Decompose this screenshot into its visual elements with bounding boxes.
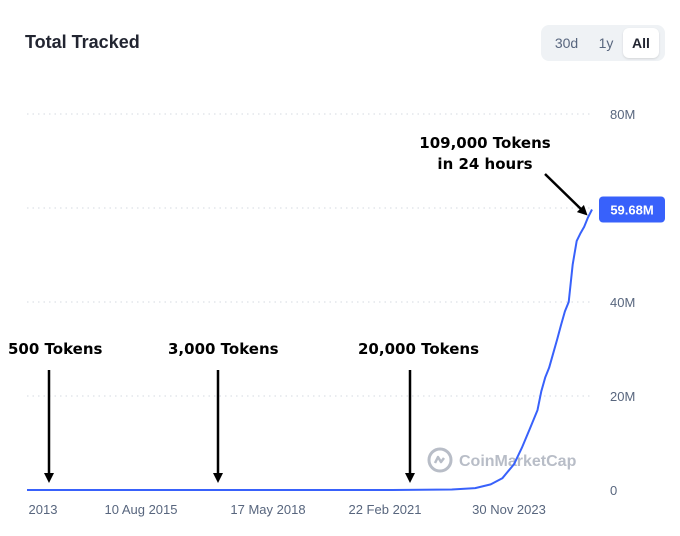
watermark: CoinMarketCap	[427, 447, 577, 473]
range-1y-button[interactable]: 1y	[598, 35, 614, 51]
range-all-button[interactable]: All	[623, 28, 659, 58]
annotation: 3,000 Tokens	[168, 340, 279, 483]
current-value-label: 59.68M	[610, 203, 653, 218]
annotation-text: in 24 hours	[437, 155, 532, 173]
y-tick-label: 0	[610, 483, 617, 498]
x-tick-label: 17 May 2018	[230, 502, 305, 517]
y-tick-label: 80M	[610, 107, 635, 122]
watermark-text: CoinMarketCap	[459, 453, 577, 470]
x-tick-label: 30 Nov 2023	[472, 502, 546, 517]
annotation-text: 500 Tokens	[8, 340, 103, 358]
x-tick-label: 2013	[29, 502, 58, 517]
chart-title: Total Tracked	[25, 32, 140, 52]
annotation: 109,000 Tokens in 24 hours	[419, 134, 588, 216]
range-30d-button[interactable]: 30d	[554, 35, 579, 51]
annotation-text: 20,000 Tokens	[358, 340, 479, 358]
y-tick-label: 40M	[610, 295, 635, 310]
annotation-arrow	[544, 173, 588, 216]
x-tick-label: 22 Feb 2021	[348, 502, 421, 517]
annotation-text: 109,000 Tokens	[419, 134, 551, 152]
time-range-selector: 30d 1y All	[541, 25, 665, 61]
y-tick-label: 20M	[610, 389, 635, 404]
x-tick-label: 10 Aug 2015	[104, 502, 177, 517]
coinmarketcap-logo-icon	[427, 447, 453, 473]
annotation: 500 Tokens	[8, 340, 103, 483]
annotation: 20,000 Tokens	[358, 340, 479, 483]
series-line	[27, 209, 593, 491]
annotation-text: 3,000 Tokens	[168, 340, 279, 358]
current-value-badge	[599, 196, 665, 223]
